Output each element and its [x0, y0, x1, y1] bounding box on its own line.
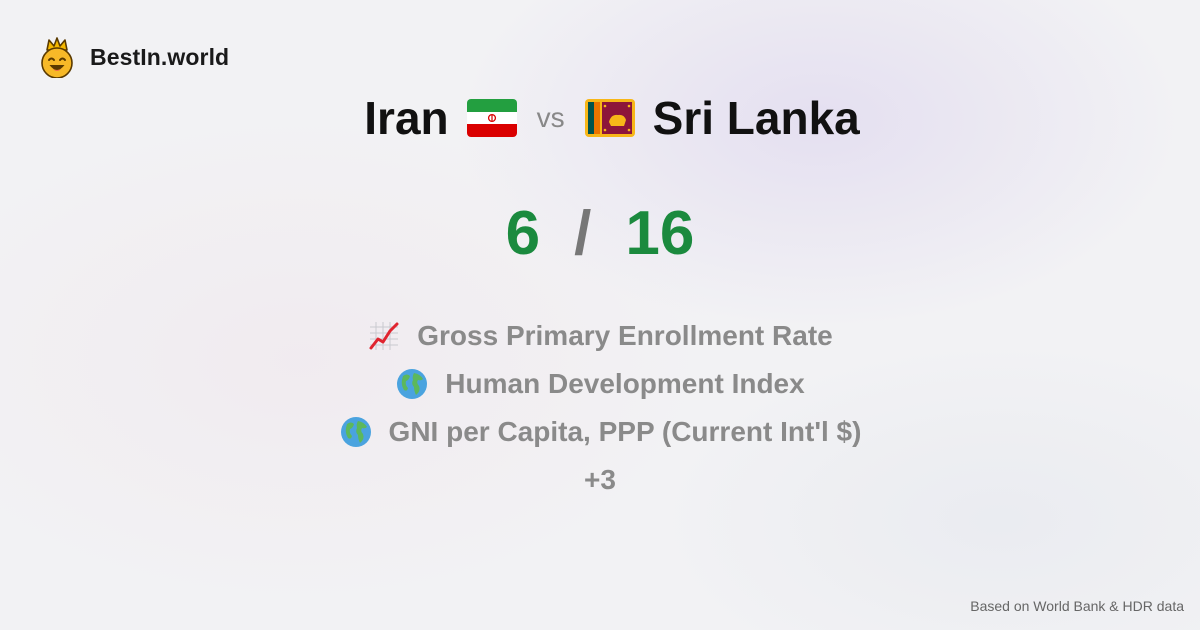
vs-label: vs: [536, 102, 565, 133]
comparison-title: Iran vs Sri Lanka: [0, 88, 1200, 148]
left-country-name: Iran: [364, 92, 449, 144]
left-score: 6: [505, 198, 541, 268]
more-metrics-count: +3: [584, 464, 616, 495]
metric-label: Human Development Index: [445, 368, 805, 399]
right-country-name: Sri Lanka: [652, 92, 860, 144]
metric-item: Human Development Index: [395, 360, 805, 408]
score: 6 / 16: [0, 196, 1200, 270]
score-separator: /: [574, 198, 592, 268]
iran-flag-icon: [466, 99, 517, 137]
source-note: Based on World Bank & HDR data: [970, 598, 1184, 614]
metric-label: GNI per Capita, PPP (Current Int'l $): [388, 416, 862, 447]
brand-name: BestIn.world: [90, 43, 230, 70]
metric-list: Gross Primary Enrollment Rate Human Deve…: [0, 312, 1200, 504]
metric-item: GNI per Capita, PPP (Current Int'l $): [339, 408, 862, 456]
right-score: 16: [625, 198, 695, 268]
brand[interactable]: BestIn.world: [38, 36, 229, 78]
globe-icon: [340, 417, 371, 447]
metric-label: Gross Primary Enrollment Rate: [417, 320, 833, 351]
metric-item: Gross Primary Enrollment Rate: [367, 312, 833, 360]
smiling-crown-face-icon: [41, 37, 73, 78]
globe-icon: [397, 369, 428, 399]
chart-increasing-icon: [369, 322, 399, 350]
sri-lanka-flag-icon: [584, 99, 635, 137]
